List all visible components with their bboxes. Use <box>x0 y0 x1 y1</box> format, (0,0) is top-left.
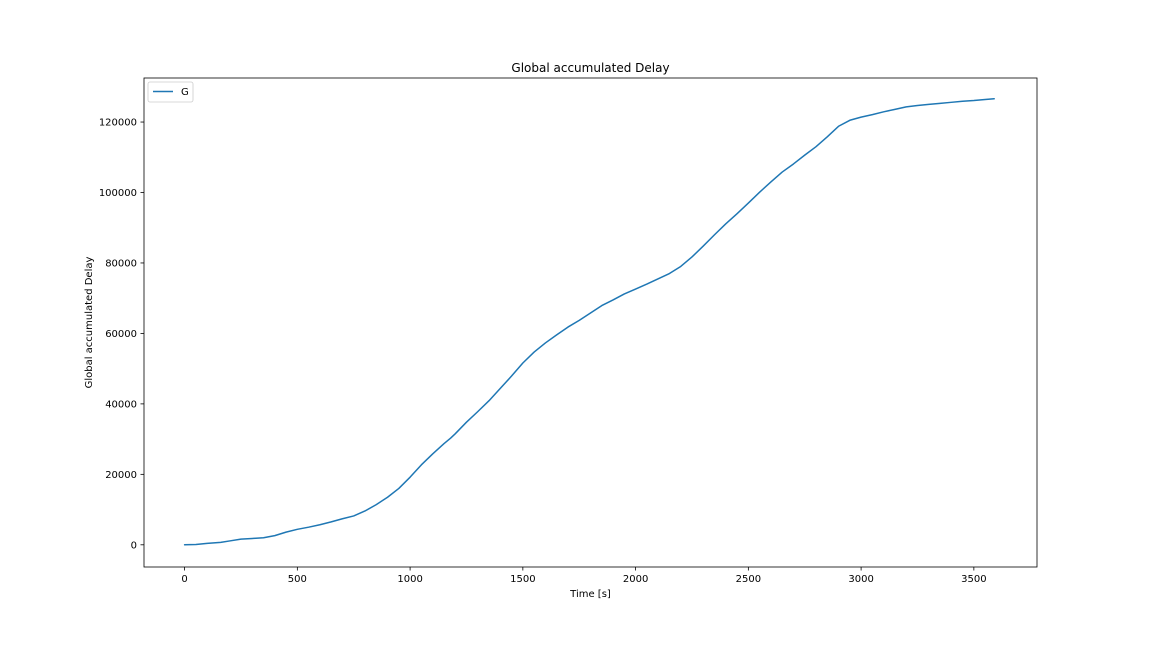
x-axis-label: Time [s] <box>569 589 611 600</box>
plot-area <box>183 98 995 546</box>
y-tick-label: 0 <box>131 540 137 551</box>
chart-title: Global accumulated Delay <box>511 61 669 75</box>
x-tick-label: 3000 <box>848 574 873 585</box>
x-tick-label: 1500 <box>510 574 535 585</box>
legend-label: G <box>181 87 189 98</box>
y-tick-label: 20000 <box>105 470 137 481</box>
x-tick-label: 1000 <box>397 574 422 585</box>
axes-frame <box>143 77 1038 568</box>
x-tick-label: 2500 <box>736 574 761 585</box>
y-tick-label: 60000 <box>105 329 137 340</box>
x-tick-label: 3500 <box>961 574 986 585</box>
y-axis-label: Global accumulated Delay <box>84 257 95 389</box>
series-line-G <box>183 98 995 546</box>
y-tick-label: 40000 <box>105 399 137 410</box>
x-tick-label: 0 <box>181 574 187 585</box>
y-tick-label: 120000 <box>99 118 137 129</box>
y-axis: 0 20000 40000 60000 80000 100000 120000 <box>99 118 144 551</box>
x-axis: 0 500 1000 1500 2000 2500 3000 3500 <box>181 567 987 585</box>
y-tick-label: 100000 <box>99 188 137 199</box>
x-tick-label: 2000 <box>623 574 648 585</box>
x-tick-label: 500 <box>288 574 307 585</box>
y-tick-label: 80000 <box>105 258 137 269</box>
legend: G <box>147 81 194 103</box>
